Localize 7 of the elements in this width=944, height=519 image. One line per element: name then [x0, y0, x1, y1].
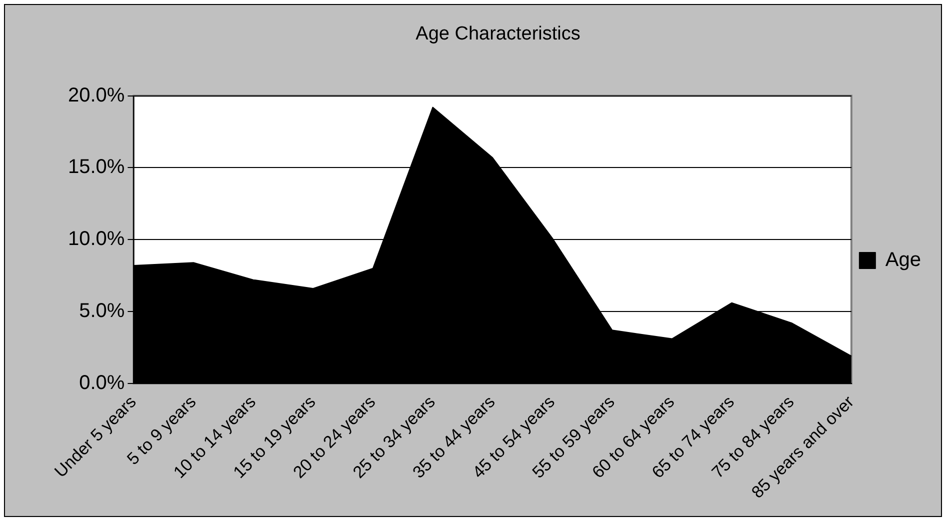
- chart-title: Age Characteristics: [416, 24, 580, 45]
- y-tick-label: 0.0%: [79, 372, 125, 394]
- y-tick-label: 15.0%: [68, 156, 125, 178]
- y-tick-label: 5.0%: [79, 300, 125, 322]
- y-tick-label: 10.0%: [68, 228, 125, 250]
- legend-label: Age: [885, 249, 922, 272]
- y-tick-label: 20.0%: [68, 84, 125, 106]
